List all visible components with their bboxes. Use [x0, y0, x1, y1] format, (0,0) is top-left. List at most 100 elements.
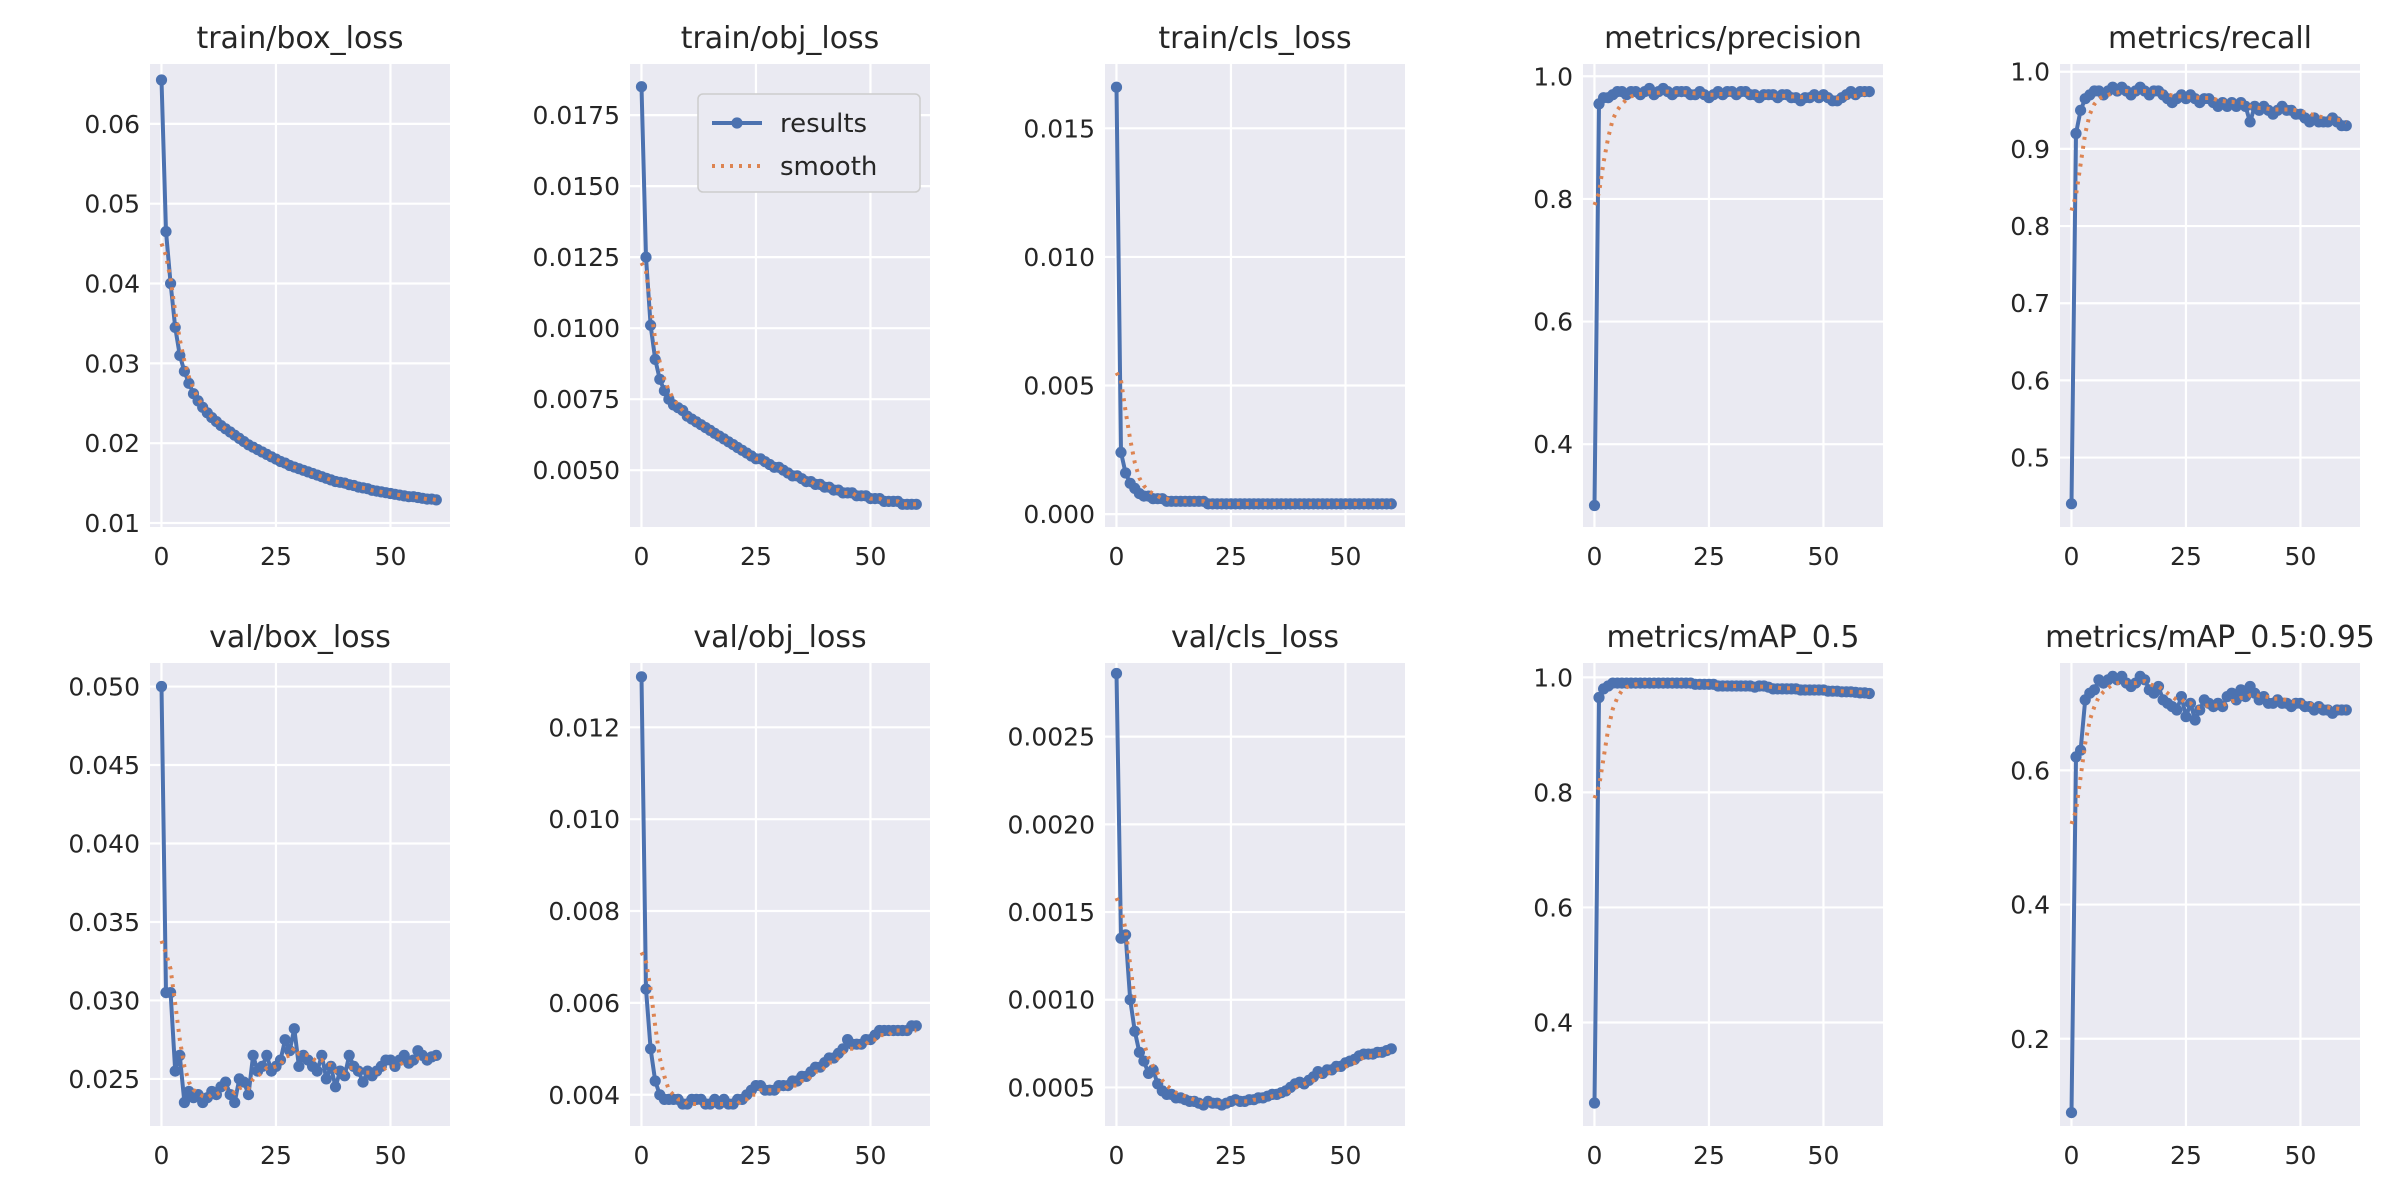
smooth-line: [639, 261, 917, 507]
subplot-2: 0.0050 0.0075 0.0100 0.0125 0.0150 0.0175 0 25 5…: [533, 21, 930, 571]
y-tick-label: 0.05: [84, 190, 140, 219]
y-tick-label: 0.7: [2010, 289, 2050, 318]
y-tick-label: 0.005: [1023, 372, 1095, 401]
results-point: [649, 1075, 661, 1087]
results-point: [357, 1076, 369, 1088]
y-tick-label: 0.0150: [533, 172, 620, 201]
results-point: [640, 983, 652, 995]
y-tick-label: 0.4: [1533, 430, 1573, 459]
y-tick-label: 0.015: [1023, 114, 1095, 143]
results-point: [1593, 691, 1605, 704]
y-tick-label: 0.01: [84, 509, 140, 538]
subplot-title: metrics/mAP_0.5:0.95: [2045, 620, 2375, 655]
y-tick-label: 0.025: [68, 1065, 140, 1094]
y-tick-label: 0.040: [68, 829, 140, 858]
results-point: [339, 1070, 351, 1082]
y-tick-label: 0.045: [68, 751, 140, 780]
y-tick-label: 0.004: [548, 1081, 620, 1110]
y-tick-label: 1.0: [1533, 663, 1573, 692]
results-point: [645, 319, 657, 331]
y-tick-label: 0.0010: [1008, 986, 1095, 1015]
y-tick-label: 0.035: [68, 908, 140, 937]
results-point: [1588, 499, 1601, 512]
subplot-title: train/box_loss: [196, 21, 403, 56]
x-tick-label: 0: [633, 1141, 649, 1170]
y-tick-label: 0.050: [68, 673, 140, 702]
axes-background: [1583, 663, 1883, 1126]
y-tick-label: 0.012: [548, 713, 620, 742]
axes-background: [2060, 663, 2360, 1126]
results-point: [311, 1065, 323, 1077]
x-tick-label: 25: [260, 1141, 292, 1170]
y-tick-label: 0.010: [548, 805, 620, 834]
y-tick-label: 0.5: [2010, 444, 2050, 473]
x-tick-label: 50: [855, 1141, 887, 1170]
y-tick-label: 0.6: [2010, 756, 2050, 785]
x-tick-label: 25: [740, 542, 772, 571]
results-point: [174, 349, 186, 361]
results-point: [2244, 116, 2256, 128]
smooth-line: [1592, 89, 1870, 206]
y-tick-label: 0.0075: [533, 385, 620, 414]
y-tick-label: 0.8: [1533, 778, 1573, 807]
subplot-title: train/obj_loss: [681, 21, 880, 56]
results-point: [279, 1034, 291, 1046]
results-point: [169, 1065, 181, 1077]
results-point: [635, 81, 648, 93]
results-point: [343, 1049, 355, 1061]
x-tick-label: 50: [375, 1141, 407, 1170]
results-point: [2070, 127, 2082, 140]
y-tick-label: 0.04: [84, 270, 140, 299]
subplot-9: 0.4 0.6 0.8 1.0 0 25 50 metrics/mAP_0.5: [1533, 620, 1883, 1170]
y-tick-label: 0.0020: [1008, 810, 1095, 839]
y-tick-label: 0.03: [84, 349, 140, 378]
x-tick-label: 0: [1586, 542, 1602, 571]
smooth-line: [2069, 89, 2347, 212]
legend-box: [697, 93, 921, 193]
subplot-title: val/cls_loss: [1171, 620, 1339, 655]
results-point: [155, 74, 168, 86]
results-point: [837, 1043, 849, 1055]
results-point: [910, 498, 922, 510]
results-point: [2239, 691, 2252, 703]
axes-background: [1583, 64, 1883, 527]
x-tick-label: 50: [1808, 1141, 1840, 1170]
results-point: [2075, 104, 2087, 116]
subplot-title: val/box_loss: [209, 620, 391, 655]
axes-background: [2060, 64, 2360, 527]
y-tick-label: 0.030: [68, 986, 140, 1015]
y-tick-label: 1.0: [1533, 62, 1573, 91]
x-tick-label: 25: [2170, 542, 2202, 571]
y-tick-label: 0.2: [2010, 1025, 2050, 1054]
results-point: [2075, 744, 2087, 756]
results-point: [329, 1081, 342, 1093]
results-point: [2088, 684, 2100, 696]
axes-background: [1105, 663, 1405, 1126]
y-tick-label: 0.0175: [533, 101, 620, 130]
y-tick-label: 0.006: [548, 989, 620, 1018]
x-tick-label: 0: [633, 542, 649, 571]
smooth-line: [159, 242, 437, 502]
y-tick-label: 0.02: [84, 429, 140, 458]
x-tick-label: 25: [740, 1141, 772, 1170]
results-point: [242, 1089, 255, 1101]
results-point: [183, 377, 195, 389]
x-tick-label: 50: [375, 542, 407, 571]
y-tick-label: 0.6: [1533, 308, 1573, 337]
y-tick-label: 0.0005: [1008, 1073, 1095, 1102]
y-tick-label: 1.0: [2010, 58, 2050, 87]
y-tick-label: 0.0015: [1008, 898, 1095, 927]
x-tick-label: 50: [2285, 1141, 2317, 1170]
subplot-title: train/cls_loss: [1158, 21, 1351, 56]
subplot-5: 0.5 0.6 0.7 0.8 0.9 1.0 0 25 50 metrics/recall: [2010, 21, 2360, 571]
results-point: [274, 1054, 287, 1066]
results-point: [1129, 1025, 1141, 1037]
results-point: [316, 1049, 328, 1061]
results-point: [1133, 1046, 1145, 1058]
results-point: [2180, 711, 2192, 723]
results-point: [178, 365, 190, 377]
results-point: [635, 671, 648, 683]
results-point: [645, 1043, 657, 1055]
results-point: [1110, 81, 1123, 93]
results-point: [1863, 86, 1875, 98]
